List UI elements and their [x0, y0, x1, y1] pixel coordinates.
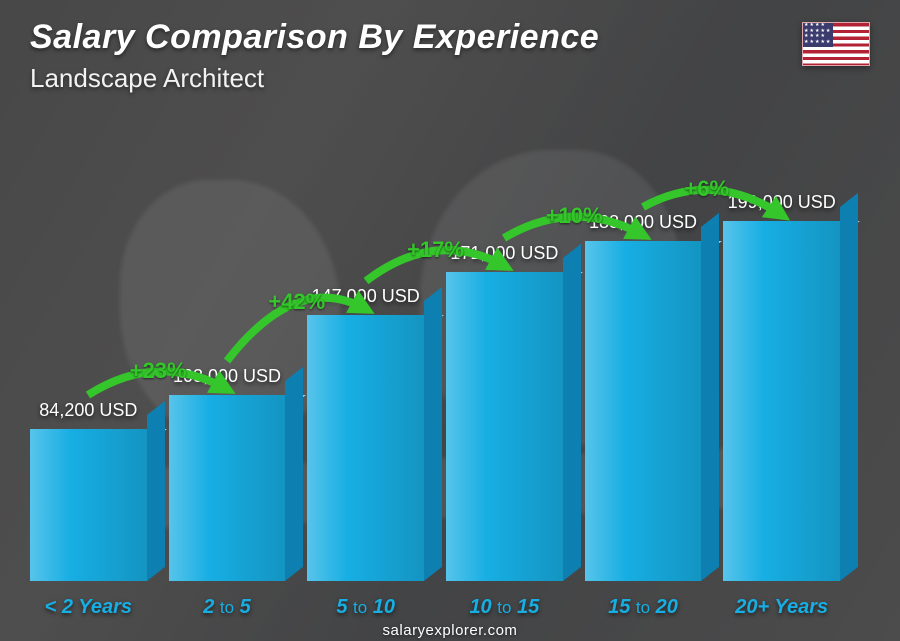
bar-value-label: 103,000 USD [173, 366, 281, 387]
bar-column: 171,000 USD [446, 111, 563, 581]
bar-column: 147,000 USD [307, 111, 424, 581]
bar-value-label: 84,200 USD [39, 400, 137, 421]
bar-value-label: 171,000 USD [450, 243, 558, 264]
bar-column: 199,000 USD [723, 111, 840, 581]
bar [585, 241, 702, 581]
bar [169, 395, 286, 581]
bar [446, 272, 563, 581]
bar-value-label: 188,000 USD [589, 212, 697, 233]
bar-chart: 84,200 USD 103,000 USD 147,000 USD 171,000 … [30, 111, 840, 581]
x-axis-tick: 2 to 5 [169, 596, 286, 619]
bar-value-label: 147,000 USD [312, 286, 420, 307]
bar [723, 221, 840, 581]
x-axis-tick: 10 to 15 [446, 596, 563, 619]
bar-column: 84,200 USD [30, 111, 147, 581]
footer-source: salaryexplorer.com [0, 622, 900, 639]
flag-icon [802, 22, 870, 66]
chart-title: Salary Comparison By Experience [30, 18, 870, 57]
bar-column: 103,000 USD [169, 111, 286, 581]
bar [30, 429, 147, 581]
x-axis-tick: 20+ Years [723, 596, 840, 619]
x-axis-tick: < 2 Years [30, 596, 147, 619]
bar-value-label: 199,000 USD [728, 192, 836, 213]
chart-subtitle: Landscape Architect [30, 63, 870, 94]
chart-stage: Salary Comparison By Experience Landscap… [0, 0, 900, 641]
x-axis-tick: 5 to 10 [307, 596, 424, 619]
header: Salary Comparison By Experience Landscap… [30, 18, 870, 94]
x-axis-tick: 15 to 20 [585, 596, 702, 619]
bar-column: 188,000 USD [585, 111, 702, 581]
bar [307, 315, 424, 581]
x-axis-labels: < 2 Years 2 to 5 5 to 10 10 to 15 15 to 20 20… [30, 596, 840, 619]
